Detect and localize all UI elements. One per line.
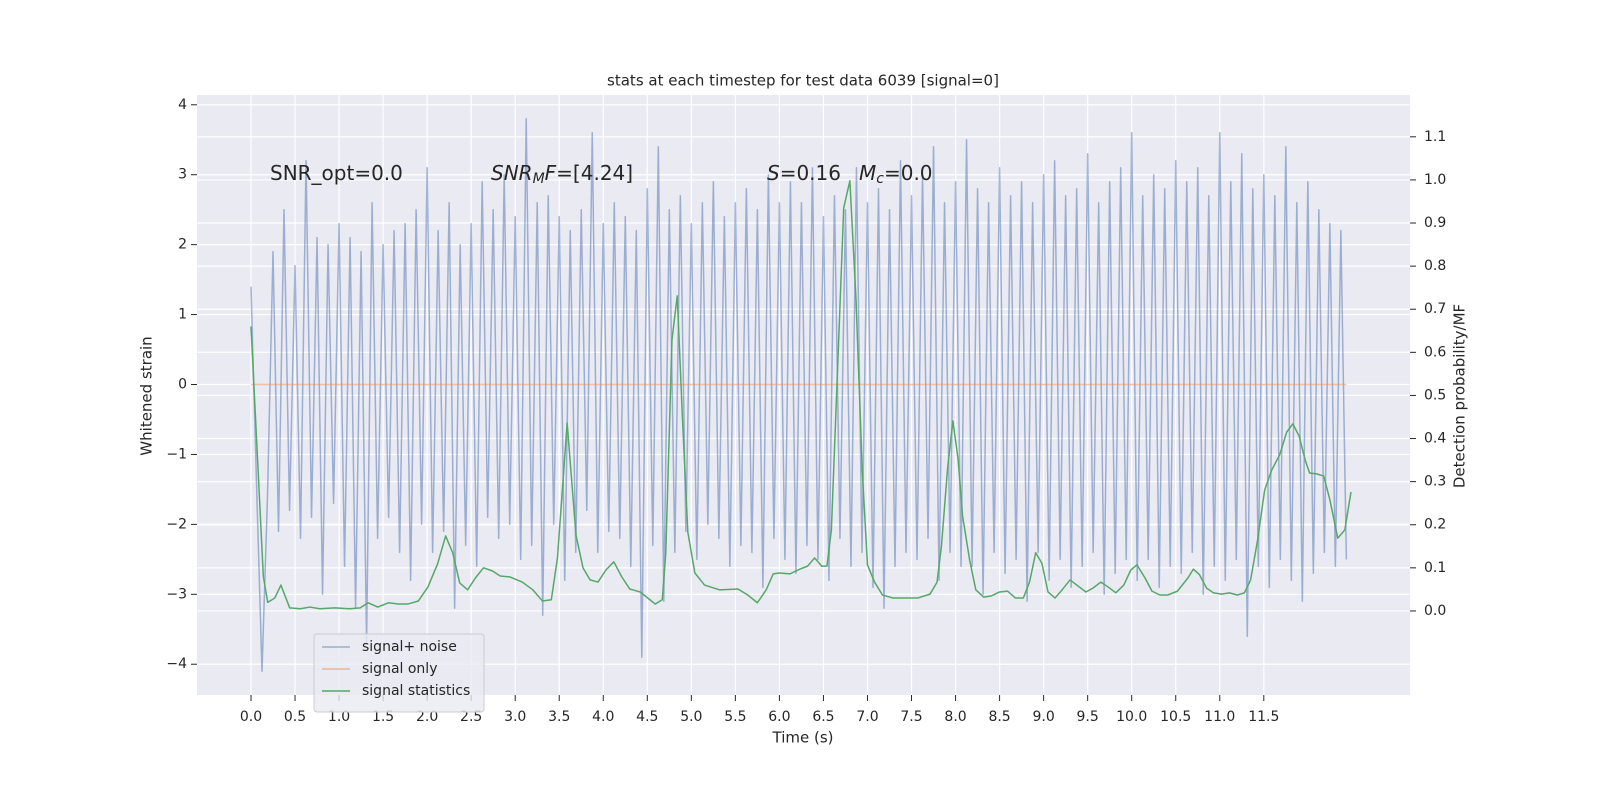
annotation-part: =0.16 <box>780 161 841 185</box>
x-tick-label: 9.0 <box>1032 709 1054 725</box>
x-tick-label: 1.5 <box>372 709 394 725</box>
x-tick-label: 4.0 <box>592 709 614 725</box>
x-tick-label: 2.5 <box>460 709 482 725</box>
annotation-part: M <box>859 161 876 185</box>
y-tick-label: −1 <box>166 446 187 462</box>
y2-tick-label: 0.3 <box>1424 474 1446 490</box>
legend-label: signal+ noise <box>362 639 457 655</box>
annotation: Mc=0.0 <box>859 161 933 188</box>
x-tick-label: 11.5 <box>1248 709 1279 725</box>
x-tick-label: 8.0 <box>944 709 966 725</box>
annotation: S=0.16 <box>767 161 841 185</box>
annotation-part: SNR_opt=0.0 <box>270 161 403 185</box>
y2-tick-label: 0.1 <box>1424 560 1446 576</box>
annotation-part: S <box>767 161 780 185</box>
y-tick-label: −2 <box>166 516 187 532</box>
x-tick-label: 3.5 <box>548 709 570 725</box>
annotation-part: M <box>533 171 545 187</box>
annotation: SNR_opt=0.0 <box>270 161 403 185</box>
x-tick-label: 8.5 <box>988 709 1010 725</box>
y-axis-label: Whitened strain <box>138 336 156 455</box>
legend: signal+ noise signal only signal statistic… <box>313 633 485 713</box>
annotation-part: SNR <box>491 161 533 185</box>
y-tick-label: 3 <box>178 167 187 183</box>
y-tick-label: 1 <box>178 307 187 323</box>
annotation-part: =[4.24] <box>556 161 633 185</box>
y2-axis-label: Detection probability/MF <box>1451 304 1469 488</box>
x-tick-label: 11.0 <box>1204 709 1235 725</box>
x-tick-label: 10.5 <box>1160 709 1191 725</box>
x-tick-label: 9.5 <box>1077 709 1099 725</box>
x-axis-label: Time (s) <box>772 729 834 747</box>
y2-tick-label: 0.2 <box>1424 517 1446 533</box>
series-line <box>250 180 1352 610</box>
x-tick-label: 3.0 <box>504 709 526 725</box>
x-tick-label: 7.0 <box>856 709 878 725</box>
y2-tick-label: 0.0 <box>1424 603 1446 619</box>
y2-tick-label: 0.6 <box>1424 344 1446 360</box>
legend-label: signal only <box>362 661 437 677</box>
chart-title: stats at each timestep for test data 603… <box>607 72 999 90</box>
y-tick-label: 0 <box>178 377 187 393</box>
plot-lines <box>250 118 1352 672</box>
y2-tick-label: 1.0 <box>1424 172 1446 188</box>
x-tick-label: 0.5 <box>284 709 306 725</box>
annotation-part: F <box>545 161 557 185</box>
x-tick-label: 2.0 <box>416 709 438 725</box>
y-tick-label: −3 <box>166 586 187 602</box>
y2-tick-label: 0.4 <box>1424 431 1446 447</box>
annotation: SNRMF=[4.24] <box>491 161 633 188</box>
series-line <box>250 118 1348 672</box>
x-tick-label: 6.5 <box>812 709 834 725</box>
x-tick-label: 1.0 <box>328 709 350 725</box>
y2-tick-label: 0.9 <box>1424 215 1446 231</box>
x-tick-label: 6.0 <box>768 709 790 725</box>
axes: −4 −3 −2 −1 0 1 2 3 4 0.0 0.1 0.2 0.3 0.4 0.5 0.6 0.7 0.8… <box>166 97 1446 725</box>
y2-tick-label: 1.1 <box>1424 129 1446 145</box>
y2-tick-label: 0.7 <box>1424 301 1446 317</box>
y2-tick-label: 0.5 <box>1424 387 1446 403</box>
x-tick-label: 0.0 <box>240 709 262 725</box>
x-tick-label: 5.0 <box>680 709 702 725</box>
x-tick-label: 5.5 <box>724 709 746 725</box>
annotation-part: c <box>876 171 884 187</box>
x-tick-label: 4.5 <box>636 709 658 725</box>
legend-box <box>313 633 485 713</box>
x-tick-label: 7.5 <box>900 709 922 725</box>
y-tick-label: 2 <box>178 237 187 253</box>
y-tick-label: −4 <box>166 656 187 672</box>
y2-tick-label: 0.8 <box>1424 258 1446 274</box>
y-tick-label: 4 <box>178 97 187 113</box>
annotation-part: =0.0 <box>884 161 933 185</box>
x-tick-label: 10.0 <box>1116 709 1147 725</box>
legend-label: signal statistics <box>362 683 470 699</box>
